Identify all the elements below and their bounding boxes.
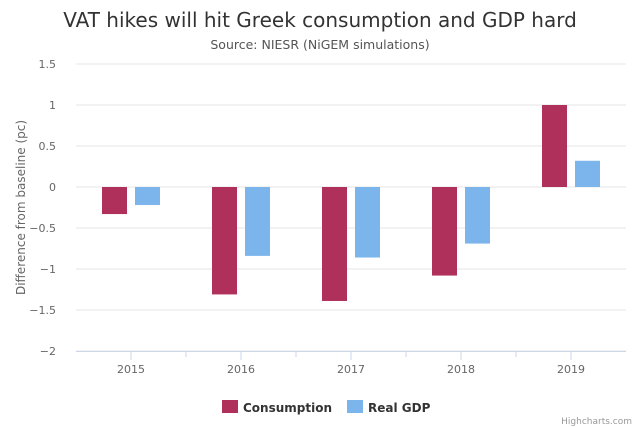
x-tick-label: 2018	[447, 363, 475, 376]
y-tick-label: −2	[40, 345, 56, 358]
legend[interactable]: Consumption Real GDP	[222, 400, 431, 415]
legend-swatch	[222, 400, 238, 413]
legend-item-consumption[interactable]: Consumption	[222, 400, 332, 415]
y-tick-label: −1.5	[29, 304, 56, 317]
y-axis-ticks: 1.5 1 0.5 0 −0.5 −1 −1.5 −2	[29, 58, 56, 358]
bar-real-gdp-2019[interactable]	[575, 160, 600, 187]
x-tick-label: 2015	[117, 363, 145, 376]
bar-consumption-2016[interactable]	[212, 187, 237, 295]
legend-item-real-gdp[interactable]: Real GDP	[347, 400, 431, 415]
bar-real-gdp-2018[interactable]	[465, 187, 490, 244]
bar-consumption-2015[interactable]	[102, 187, 127, 215]
x-tick-label: 2019	[557, 363, 585, 376]
y-tick-label: −1	[40, 263, 56, 276]
x-axis-ticks: 2015 2016 2017 2018 2019	[117, 351, 585, 376]
legend-label: Consumption	[243, 401, 332, 415]
y-tick-label: −0.5	[29, 222, 56, 235]
x-tick-label: 2017	[337, 363, 365, 376]
chart-title: VAT hikes will hit Greek consumption and…	[63, 8, 577, 32]
bars	[102, 105, 600, 301]
bar-real-gdp-2016[interactable]	[245, 187, 270, 256]
bar-consumption-2019[interactable]	[542, 105, 567, 187]
y-tick-label: 0	[49, 181, 56, 194]
y-tick-label: 0.5	[39, 140, 57, 153]
chart-subtitle: Source: NIESR (NiGEM simulations)	[210, 37, 429, 52]
legend-label: Real GDP	[368, 401, 431, 415]
legend-swatch	[347, 400, 363, 413]
y-tick-label: 1	[49, 99, 56, 112]
bar-consumption-2018[interactable]	[432, 187, 457, 276]
bar-consumption-2017[interactable]	[322, 187, 347, 301]
y-axis-title: Difference from baseline (pc)	[14, 120, 28, 295]
bar-real-gdp-2017[interactable]	[355, 187, 380, 258]
y-tick-label: 1.5	[39, 58, 57, 71]
bar-real-gdp-2015[interactable]	[135, 187, 160, 206]
x-tick-label: 2016	[227, 363, 255, 376]
credit[interactable]: Highcharts.com	[561, 417, 632, 427]
